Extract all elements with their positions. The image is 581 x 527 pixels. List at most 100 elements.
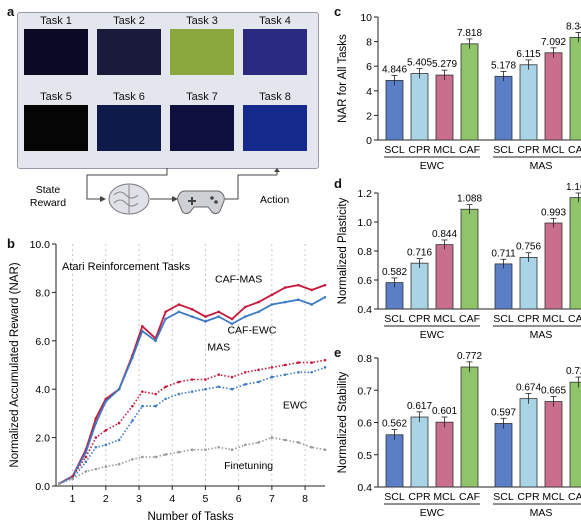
data-point: [310, 370, 314, 374]
y-axis-title: Normalized Stability: [337, 371, 349, 473]
x-tick-label: SCL: [384, 313, 405, 325]
data-point: [190, 390, 194, 393]
data-point: [104, 429, 108, 432]
x-tick-label: 1: [70, 493, 76, 505]
bar: [385, 79, 404, 141]
brain-icon: [108, 183, 150, 215]
data-label: 0.597: [491, 407, 516, 418]
data-point: [204, 320, 207, 323]
panel-label-d: d: [334, 176, 342, 191]
data-label: 0.665: [541, 385, 566, 396]
data-label: 0.716: [407, 248, 432, 259]
data-point: [243, 315, 247, 318]
data-point: [131, 458, 134, 461]
data-point: [270, 436, 274, 439]
data-point: [243, 305, 247, 309]
game-screenshot: [97, 29, 161, 75]
data-point: [117, 387, 121, 391]
series-annotation: EWC: [283, 400, 308, 412]
game-screenshot: [170, 29, 234, 75]
data-point: [310, 288, 314, 292]
data-point: [230, 317, 234, 321]
data-point: [257, 368, 260, 372]
data-point: [141, 324, 144, 328]
series-annotation: MAS: [207, 341, 230, 353]
series-line-finetuning: [59, 436, 326, 485]
data-point: [310, 361, 314, 364]
data-point: [283, 286, 287, 289]
data-point: [297, 361, 300, 364]
task-label: Task 3: [186, 15, 218, 27]
data-point: [177, 392, 181, 396]
data-point: [141, 455, 144, 459]
data-point: [84, 455, 88, 459]
series-annotation: CAF-EWC: [227, 325, 276, 337]
bar: [569, 36, 581, 141]
x-tick-label: 4: [169, 493, 175, 505]
data-point: [243, 443, 247, 447]
x-tick-label: CPR: [408, 313, 431, 325]
data-point: [131, 419, 134, 422]
bar: [494, 263, 513, 310]
chart-e-bars: 0.4 0.5 0.6 0.7 0.8 Normalized Stability 0.562…: [337, 351, 581, 519]
data-label: 5.279: [432, 59, 457, 70]
data-point: [323, 283, 327, 287]
bar: [435, 421, 454, 488]
bar: [494, 423, 513, 488]
action-label: Action: [260, 194, 289, 206]
game-screenshot: [243, 105, 307, 151]
data-point: [190, 308, 194, 311]
data-point: [94, 445, 98, 449]
data-point: [270, 293, 274, 297]
chart-d-bars: 0.4 0.6 0.8 1.0 1.2 Normalized Plasticity 0.58…: [337, 182, 581, 341]
data-point: [164, 453, 167, 456]
x-tick-label: CAF: [568, 144, 581, 156]
data-point: [217, 373, 221, 376]
data-point: [297, 283, 300, 287]
x-tick-label: CAF: [568, 491, 581, 503]
panel-label-e: e: [334, 345, 342, 360]
data-label: 0.844: [432, 229, 457, 240]
bar: [460, 208, 479, 310]
y-tick-label: 8: [366, 37, 372, 49]
task-label: Task 4: [259, 15, 291, 27]
data-label: 5.178: [491, 60, 516, 71]
data-point: [154, 404, 157, 408]
y-tick-label: 1.0: [357, 217, 372, 229]
y-tick-label: 0.8: [357, 246, 372, 258]
data-label: 0.601: [432, 406, 457, 417]
bar: [460, 43, 479, 141]
group-label: MAS: [530, 160, 553, 172]
data-point: [177, 303, 181, 306]
x-tick-label: SCL: [384, 144, 405, 156]
data-point: [104, 400, 108, 403]
y-tick-label: 0.6: [357, 275, 372, 287]
game-screenshot: [24, 105, 88, 151]
data-point: [190, 448, 194, 451]
data-point: [141, 390, 144, 393]
series-line-mas: [58, 359, 326, 485]
game-screenshot: [243, 29, 307, 75]
data-point: [154, 455, 157, 459]
y-tick-label: 4: [366, 86, 372, 98]
panel-label-a: a: [7, 4, 15, 19]
data-label: 0.725: [566, 366, 581, 377]
y-tick-label: 6.0: [35, 336, 50, 348]
data-point: [230, 448, 234, 451]
data-point: [257, 441, 260, 444]
y-tick-label: 0.5: [357, 450, 372, 462]
data-point: [204, 387, 207, 391]
y-tick-label: 2.0: [35, 433, 50, 445]
data-point: [117, 462, 121, 466]
game-screenshot: [24, 29, 88, 75]
gamepad-icon: [177, 190, 225, 215]
y-tick-label: 4.0: [35, 384, 50, 396]
data-point: [297, 370, 300, 374]
data-label: 0.772: [457, 351, 482, 362]
data-point: [283, 363, 287, 367]
data-point: [164, 385, 167, 389]
group-label: MAS: [530, 329, 553, 341]
task-label: Task 8: [259, 91, 291, 103]
data-point: [164, 310, 167, 314]
data-point: [243, 383, 247, 386]
